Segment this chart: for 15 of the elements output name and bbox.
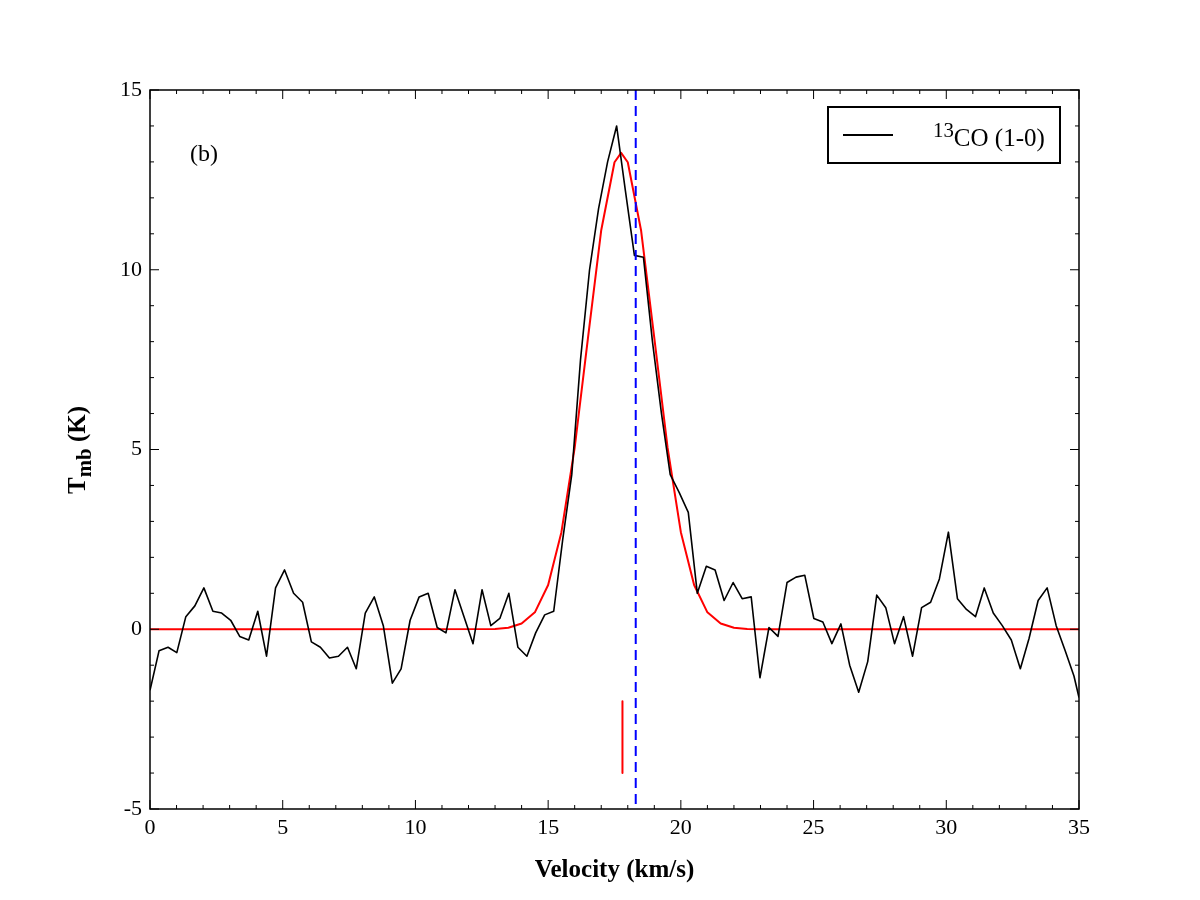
x-tick-label: 10 <box>404 813 427 839</box>
y-tick-label: 5 <box>131 435 142 461</box>
x-tick-label: 5 <box>277 813 289 839</box>
x-axis-title: Velocity (km/s) <box>534 855 695 884</box>
x-tick-label: 15 <box>537 813 560 839</box>
legend-label: $^{13}$CO (1-0) <box>933 118 1045 153</box>
y-tick-label: 0 <box>131 615 142 641</box>
x-tick-label: 20 <box>669 813 692 839</box>
y-tick-label: -5 <box>123 794 142 820</box>
y-tick-label: 10 <box>120 255 142 281</box>
y-tick-label: 15 <box>120 75 142 101</box>
x-tick-label: 35 <box>1068 813 1090 839</box>
annotation: (b) <box>190 140 218 167</box>
x-tick-label: 30 <box>935 813 958 839</box>
x-tick-label: 25 <box>802 813 825 839</box>
